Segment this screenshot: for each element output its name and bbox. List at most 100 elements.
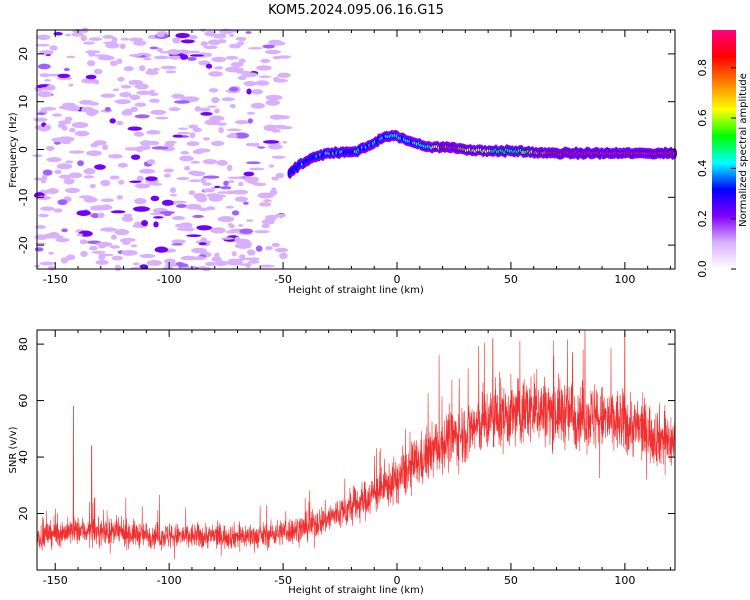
noise-blob [174, 223, 185, 228]
noise-blob [69, 128, 76, 133]
noise-blob [53, 208, 63, 213]
noise-blob [243, 176, 260, 183]
noise-blob [190, 160, 201, 164]
noise-blob [241, 72, 258, 78]
x-tick-label: 0 [394, 273, 401, 286]
noise-blob [246, 219, 254, 222]
noise-blob [129, 94, 141, 101]
noise-blob [42, 169, 53, 176]
noise-blob [93, 68, 103, 75]
noise-blob [97, 212, 105, 218]
noise-blob [100, 179, 111, 187]
noise-blob [221, 237, 235, 240]
noise-blob [245, 262, 252, 269]
noise-blob [38, 213, 49, 218]
noise-blob [226, 164, 233, 172]
noise-blob [171, 243, 183, 246]
noise-blob [230, 135, 237, 138]
noise-blob [136, 90, 152, 96]
noise-blob [265, 245, 273, 251]
noise-blob [128, 79, 143, 86]
noise-blob [243, 257, 260, 261]
noise-blob [208, 115, 225, 122]
noise-blob [87, 60, 96, 67]
noise-blob [243, 81, 257, 87]
noise-blob [68, 83, 74, 87]
snr-plot-area [37, 330, 675, 560]
noise-blob [202, 159, 218, 165]
noise-blob [227, 258, 245, 262]
noise-blob [234, 242, 252, 249]
noise-blob [208, 39, 221, 46]
noise-blob [37, 91, 53, 98]
noise-blob [247, 47, 263, 50]
noise-blob [110, 60, 118, 67]
noise-blob [258, 264, 275, 268]
noise-blob [163, 173, 171, 178]
noise-blob [225, 205, 234, 209]
noise-blob [248, 259, 260, 264]
x-tick-label: 50 [504, 574, 518, 587]
noise-blob [205, 63, 213, 69]
noise-blob [86, 150, 102, 156]
x-tick-label: 100 [614, 574, 635, 587]
noise-blob [90, 213, 100, 219]
noise-blob [119, 91, 132, 98]
noise-blob [261, 223, 270, 229]
noise-blob [133, 40, 147, 46]
noise-blob [123, 66, 134, 72]
noise-blob [229, 86, 239, 92]
noise-blob [127, 126, 143, 131]
noise-blob [83, 168, 96, 175]
noise-blob [154, 246, 169, 253]
noise-blob [49, 45, 58, 51]
noise-blob [132, 262, 140, 266]
noise-blob [136, 175, 144, 182]
colorbar-ticks: 0.0 0.2 0.4 0.6 0.8 [696, 59, 736, 278]
noise-blob [188, 172, 204, 176]
noise-blob [214, 108, 220, 114]
noise-blob [200, 41, 208, 47]
noise-blob [109, 245, 121, 249]
snr-ylabel: SNR (v/v) [8, 426, 19, 473]
noise-blob [172, 37, 182, 44]
noise-blob [57, 73, 71, 79]
noise-blob [202, 137, 211, 141]
y-tick-label: -20 [17, 236, 30, 254]
noise-blob [230, 62, 244, 67]
noise-blob [140, 144, 151, 151]
noise-blob [164, 258, 176, 265]
noise-blob [133, 131, 145, 137]
noise-blob [282, 140, 288, 144]
noise-blob [258, 75, 272, 78]
noise-blob [167, 55, 183, 60]
noise-blob [245, 31, 252, 34]
noise-blob [139, 168, 156, 174]
noise-blob [212, 33, 227, 39]
noise-blob [98, 253, 114, 257]
noise-blob [169, 187, 177, 194]
noise-blob [149, 92, 159, 96]
noise-blob [116, 58, 123, 64]
x-tick-label: -150 [43, 273, 68, 286]
x-tick-label: 0 [394, 574, 401, 587]
noise-blob [38, 50, 54, 55]
noise-blob [250, 102, 265, 109]
noise-blob [100, 198, 114, 203]
colorbar-label: Normalized spectral amplitude [738, 73, 749, 227]
colorbar-tick-label: 0.2 [696, 210, 709, 228]
noise-blob [112, 88, 120, 92]
noise-blob [262, 140, 280, 144]
noise-blob [257, 192, 275, 199]
noise-blob [156, 47, 164, 53]
noise-blob [46, 156, 62, 163]
noise-blob [211, 96, 220, 104]
colorbar-tick-label: 0.8 [696, 59, 709, 77]
noise-blob [237, 75, 247, 80]
noise-blob [105, 42, 120, 49]
noise-blob [279, 252, 288, 259]
noise-blob [91, 250, 106, 254]
noise-blob [134, 102, 147, 107]
noise-blob [68, 150, 85, 154]
noise-blob [104, 106, 111, 112]
